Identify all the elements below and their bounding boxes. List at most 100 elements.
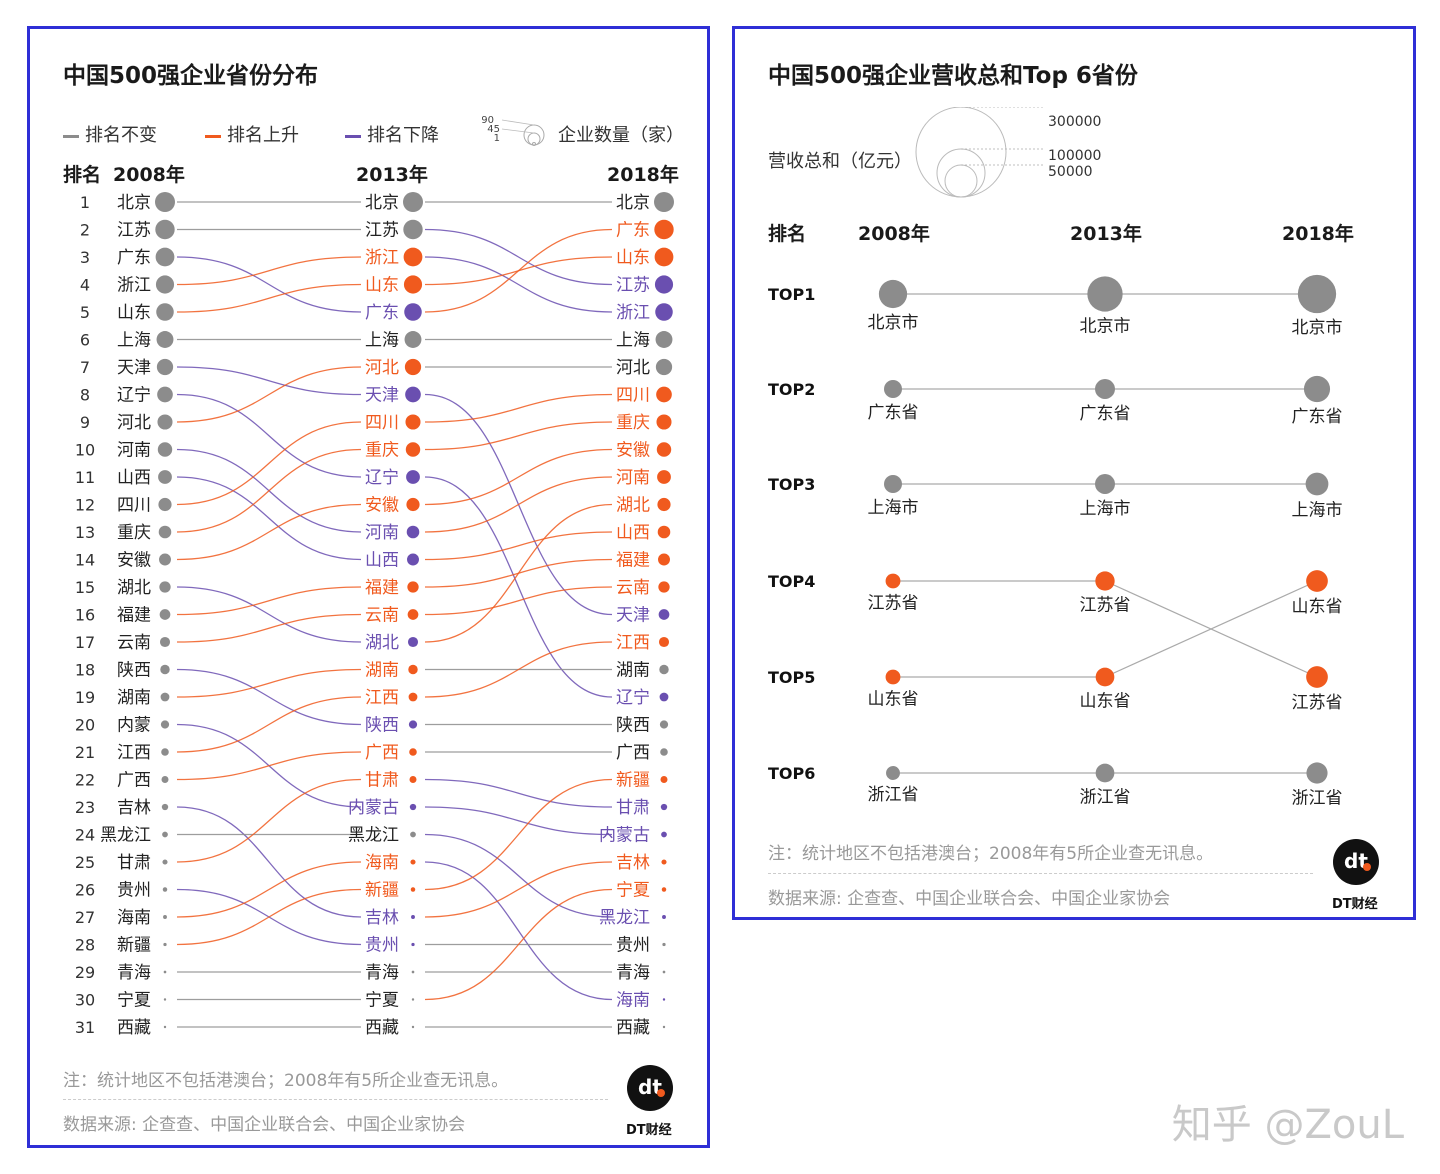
revenue-province-label: 北京市 xyxy=(1292,318,1343,338)
province-dot-2018 xyxy=(655,358,673,376)
rank-header: 排名 xyxy=(63,164,102,186)
province-label-2018: 安徽 xyxy=(616,441,650,461)
province-dot-2008 xyxy=(155,219,175,240)
link-2013-2018 xyxy=(424,778,613,808)
size-legend-icon: 90 45 1 xyxy=(482,115,545,146)
province-dot-2013 xyxy=(409,776,417,783)
dt-logo: dt xyxy=(627,1065,673,1111)
rank-number: 10 xyxy=(75,441,95,460)
revenue-province-label: 山东省 xyxy=(1292,597,1343,617)
province-dot-2013 xyxy=(411,1025,415,1029)
link-2013-2018 xyxy=(424,448,613,506)
province-label-2013: 江苏 xyxy=(365,221,399,241)
link-2008-2013 xyxy=(176,861,362,918)
rank-number: 23 xyxy=(75,798,95,817)
link-2013-2018 xyxy=(424,861,613,918)
revenue-top6-panel: 中国500强企业营收总和Top 6省份 300000 100000 50000 … xyxy=(732,26,1416,920)
rank-number: 17 xyxy=(75,633,95,652)
revenue-bubble xyxy=(1087,276,1123,312)
province-dot-2008 xyxy=(158,497,172,512)
link-2008-2013 xyxy=(176,448,362,533)
province-label-2013: 四川 xyxy=(365,413,399,433)
province-dot-2018 xyxy=(655,303,673,321)
province-label-2018: 江西 xyxy=(616,633,650,653)
revenue-bubble xyxy=(885,669,901,685)
link-2008-2013 xyxy=(176,751,362,781)
province-label-2013: 天津 xyxy=(365,386,399,406)
link-2013-2018 xyxy=(424,888,613,1001)
legend-same-label: 排名不变 xyxy=(85,125,157,146)
province-label-2018: 北京 xyxy=(616,193,650,213)
province-label-2008: 辽宁 xyxy=(117,386,151,406)
province-dot-2013 xyxy=(411,998,415,1001)
revenue-province-label: 上海市 xyxy=(1080,499,1131,519)
revenue-bubble xyxy=(884,475,902,493)
revenue-province-label: 广东省 xyxy=(1080,404,1131,424)
province-label-2013: 浙江 xyxy=(365,248,399,268)
province-label-2018: 浙江 xyxy=(616,303,650,323)
link-2008-2013 xyxy=(176,503,362,561)
logo-mark: dt xyxy=(638,1075,662,1099)
province-dot-2008 xyxy=(163,998,167,1001)
province-label-2013: 广东 xyxy=(365,303,399,323)
province-dot-2013 xyxy=(404,331,422,348)
province-dot-2018 xyxy=(659,664,669,675)
zhihu-watermark: 知乎 @ZouL xyxy=(1171,1102,1404,1148)
province-label-2008: 黑龙江 xyxy=(100,826,151,846)
revenue-bubble xyxy=(1297,274,1337,314)
province-dot-2008 xyxy=(156,303,174,321)
province-dot-2013 xyxy=(403,219,423,240)
province-label-2008: 江西 xyxy=(117,743,151,763)
logo-caption: DT财经 xyxy=(626,1123,672,1138)
province-label-2008: 重庆 xyxy=(117,523,151,543)
top-rank-label: TOP2 xyxy=(768,380,815,399)
province-label-2018: 新疆 xyxy=(616,771,650,791)
link-2013-2018 xyxy=(424,778,613,891)
link-2013-2018 xyxy=(424,833,613,918)
province-dot-2013 xyxy=(408,692,418,702)
right-title: 中国500强企业营收总和Top 6省份 xyxy=(768,63,1138,89)
rank-number: 27 xyxy=(75,908,95,927)
province-label-2013: 陕西 xyxy=(365,716,399,736)
revenue-bubble xyxy=(1305,472,1329,496)
rank-number: 5 xyxy=(80,303,90,322)
revenue-bubble xyxy=(1306,570,1328,592)
province-label-2013: 贵州 xyxy=(365,936,399,956)
province-dot-2008 xyxy=(160,664,170,675)
link-2013-2018 xyxy=(424,806,613,836)
province-dot-2018 xyxy=(655,331,673,348)
province-dot-2018 xyxy=(656,414,672,430)
province-label-2008: 广东 xyxy=(117,248,151,268)
province-dot-2013 xyxy=(405,414,421,430)
legend-up-label: 排名上升 xyxy=(227,125,299,146)
rank-number: 11 xyxy=(75,468,95,487)
province-dot-2008 xyxy=(163,970,167,974)
province-dot-2008 xyxy=(156,358,174,376)
top-rank-label: TOP3 xyxy=(768,475,815,494)
province-dot-2013 xyxy=(410,887,416,892)
rank-number: 26 xyxy=(75,881,95,900)
province-dot-2008 xyxy=(162,887,168,892)
rank-number: 7 xyxy=(80,358,90,377)
revenue-bubble xyxy=(1303,375,1331,403)
province-dot-2018 xyxy=(654,192,674,212)
footer-separator xyxy=(63,1099,608,1100)
size-legend-tick: 90 xyxy=(482,115,494,126)
revenue-province-label: 山东省 xyxy=(1080,691,1131,711)
province-label-2008: 云南 xyxy=(117,633,151,653)
revenue-province-label: 广东省 xyxy=(868,403,919,423)
province-dot-2008 xyxy=(159,609,171,620)
province-dot-2013 xyxy=(404,303,422,321)
province-dot-2013 xyxy=(409,748,417,756)
province-label-2008: 山东 xyxy=(117,303,151,323)
province-label-2008: 湖北 xyxy=(117,578,151,598)
rank-number: 24 xyxy=(75,826,95,845)
revenue-bubble xyxy=(878,279,908,309)
province-dot-2013 xyxy=(406,525,420,539)
revenue-bubble xyxy=(1306,666,1328,688)
province-dot-2013 xyxy=(403,275,423,294)
province-dot-2018 xyxy=(660,776,668,783)
province-dot-2008 xyxy=(157,386,173,403)
province-dot-2008 xyxy=(161,748,169,756)
province-label-2018: 福建 xyxy=(616,551,650,571)
